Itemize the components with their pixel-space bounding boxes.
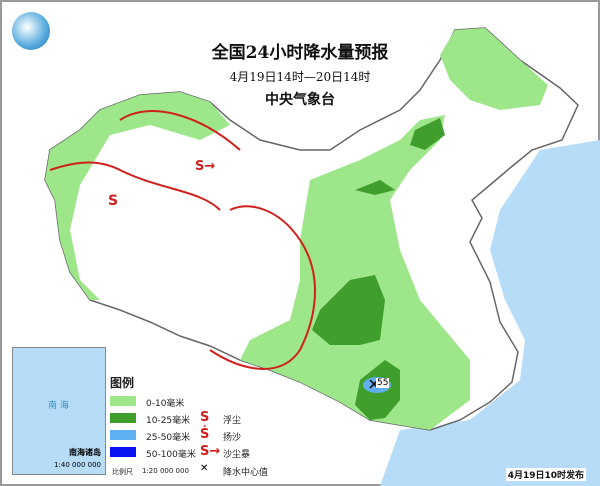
cma-logo xyxy=(12,12,50,50)
inset-scale: 1:40 000 000 xyxy=(54,461,101,469)
scale-value: 1:20 000 000 xyxy=(142,467,189,475)
legend-label: 0-10毫米 xyxy=(146,399,185,409)
rain-10-25 xyxy=(312,118,445,420)
sea xyxy=(380,140,600,486)
sandstorm-icon: S→ xyxy=(200,444,221,459)
center-value: 55 xyxy=(376,378,390,388)
legend-swatch-50-100 xyxy=(110,447,136,457)
legend-label: 浮尘 xyxy=(223,416,242,426)
issuer: 中央气象台 xyxy=(265,92,335,108)
legend-label: 10-25毫米 xyxy=(146,416,191,426)
issue-time: 4月19日10时发布 xyxy=(505,468,586,481)
legend: 图例 0-10毫米 10-25毫米 25-50毫米 50-100毫米 S 浮尘 … xyxy=(108,374,338,480)
legend-label: 25-50毫米 xyxy=(146,433,191,443)
blowing-sand-icon: Ṡ xyxy=(200,427,210,442)
rain-0-10 xyxy=(45,28,548,430)
dust-symbol: S xyxy=(108,193,118,209)
sandstorm-symbol: S→ xyxy=(195,159,215,174)
legend-label: 扬沙 xyxy=(223,433,242,443)
legend-swatch-0-10 xyxy=(110,396,136,406)
inset-title: 南海诸岛 xyxy=(69,448,101,457)
map-title: 全国24小时降水量预报 xyxy=(211,43,389,63)
dust-fronts xyxy=(49,110,316,370)
legend-label: 50-100毫米 xyxy=(146,450,196,460)
scale-label: 比例尺 xyxy=(112,468,133,476)
legend-label: 降水中心值 xyxy=(223,468,269,478)
legend-swatch-25-50 xyxy=(110,430,136,440)
legend-title: 图例 xyxy=(110,376,135,390)
floating-dust-icon: S xyxy=(200,410,210,425)
inset-sea-label: 南 海 xyxy=(48,401,69,411)
forecast-period: 4月19日14时—20日14时 xyxy=(229,70,371,84)
legend-label: 沙尘暴 xyxy=(223,450,251,460)
south-china-sea-inset: 南 海 南海诸岛 1:40 000 000 xyxy=(12,347,106,475)
precip-center-icon: ✕ xyxy=(200,463,209,474)
legend-swatch-10-25 xyxy=(110,413,136,423)
